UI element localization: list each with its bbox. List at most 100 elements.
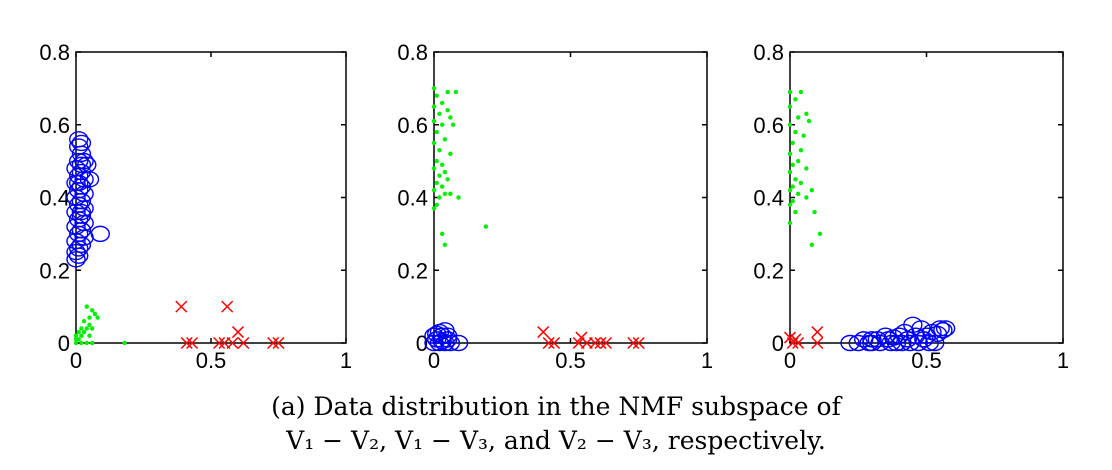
data-point-dot (95, 315, 100, 320)
data-point-x (542, 336, 555, 350)
data-point-circle (862, 331, 882, 348)
data-point-dot (79, 340, 84, 346)
data-point-x (186, 336, 199, 350)
data-point-dot (442, 242, 448, 247)
data-point-dot (73, 333, 79, 338)
data-point-dot (795, 115, 801, 120)
series-dot (787, 89, 823, 247)
data-point-dot (817, 231, 823, 237)
data-point-dot (437, 195, 442, 200)
data-point-x (221, 300, 234, 313)
data-point-x (632, 336, 645, 350)
data-point-dot (804, 166, 809, 171)
data-point-dot (798, 180, 804, 186)
data-point-dot (787, 169, 793, 175)
data-point-dot (445, 108, 450, 113)
data-point-dot (439, 100, 445, 106)
series-circle (840, 316, 956, 352)
data-point-dot (431, 118, 437, 124)
data-point-x (267, 336, 280, 350)
data-point-dot (809, 188, 815, 193)
data-point-circle (878, 331, 898, 348)
y-tick-label: 0.8 (397, 40, 428, 65)
data-point-dot (122, 340, 127, 346)
data-point-circle (424, 334, 444, 352)
data-point-dot (87, 315, 92, 320)
data-point-x (537, 326, 550, 339)
data-point-dot (787, 202, 793, 207)
data-point-circle (848, 334, 868, 352)
data-point-dot (81, 318, 87, 324)
data-point-dot (431, 140, 437, 146)
data-point-x (180, 336, 193, 350)
data-point-dot (787, 188, 793, 193)
data-point-circle (71, 203, 92, 221)
y-tick-label: 0.6 (397, 113, 428, 138)
data-point-dot (453, 89, 459, 95)
data-point-dot (795, 191, 801, 197)
data-point-dot (431, 104, 437, 109)
data-point-dot (790, 162, 795, 167)
figure-caption: (a) Data distribution in the NMF subspac… (0, 390, 1112, 458)
data-point-x (594, 336, 607, 350)
data-point-circle (930, 320, 950, 337)
series-dot (431, 86, 489, 247)
data-point-dot (787, 89, 793, 95)
data-point-dot (798, 148, 804, 153)
data-point-dot (787, 220, 793, 226)
data-point-dot (434, 180, 439, 186)
data-point-dot (437, 173, 442, 178)
data-point-dot (90, 326, 95, 331)
data-point-dot (79, 326, 84, 331)
y-tick-label: 0.8 (753, 40, 784, 65)
data-point-dot (431, 188, 437, 193)
data-point-dot (439, 162, 445, 167)
panel-3: 0 0.2 0.4 0.6 0.8 0 0.5 1 (753, 40, 1069, 373)
data-point-x (213, 336, 226, 350)
x-tick-label: 1 (701, 348, 713, 373)
series-circle (424, 322, 469, 352)
data-point-dot (445, 89, 450, 95)
data-point-x (589, 336, 602, 350)
y-tick-label: 0.2 (397, 258, 428, 283)
data-point-dot (90, 340, 95, 346)
data-point-x (231, 326, 245, 339)
data-point-dot (483, 224, 489, 229)
data-point-dot (437, 111, 442, 117)
data-point-dot (79, 333, 84, 338)
series-circle (66, 131, 111, 268)
data-point-dot (793, 97, 798, 102)
panel-1: 0 0.2 0.4 0.6 0.8 0 0.5 1 (39, 40, 352, 373)
series-dot (73, 304, 127, 346)
data-point-circle (427, 325, 447, 343)
y-tick-label: 0 (58, 331, 70, 356)
data-point-dot (431, 86, 437, 91)
data-point-dot (442, 169, 448, 175)
data-point-dot (456, 195, 461, 200)
data-point-dot (92, 311, 98, 317)
data-point-x (786, 336, 799, 350)
data-point-dot (76, 337, 81, 342)
data-point-x (548, 336, 561, 350)
data-point-dot (431, 206, 437, 211)
y-tick-label: 0.2 (753, 258, 784, 283)
data-point-dot (806, 118, 812, 124)
data-point-circle (892, 334, 912, 352)
data-point-x (226, 336, 239, 350)
data-point-dot (787, 151, 793, 157)
data-point-dot (798, 89, 804, 95)
axes-frame (789, 51, 1064, 344)
data-point-dot (84, 304, 90, 309)
data-point-dot (84, 326, 90, 331)
x-tick-label: 0.5 (196, 348, 227, 373)
panel-2: 0 0.2 0.4 0.6 0.8 0 0.5 1 (397, 40, 713, 373)
data-point-dot (439, 184, 445, 189)
data-point-circle (440, 334, 461, 352)
x-tick-label: 1 (1057, 348, 1069, 373)
data-point-x (792, 336, 805, 350)
y-tick-label: 0.6 (39, 113, 70, 138)
data-point-dot (442, 191, 448, 197)
data-point-x (811, 336, 824, 350)
figure-panels: 0 0.2 0.4 0.6 0.8 0 0.5 1 0 0.2 0.4 0.6 0.8 0 0.5 1 0 0.2… (39, 40, 1069, 373)
y-tick-label: 0.4 (753, 186, 784, 211)
